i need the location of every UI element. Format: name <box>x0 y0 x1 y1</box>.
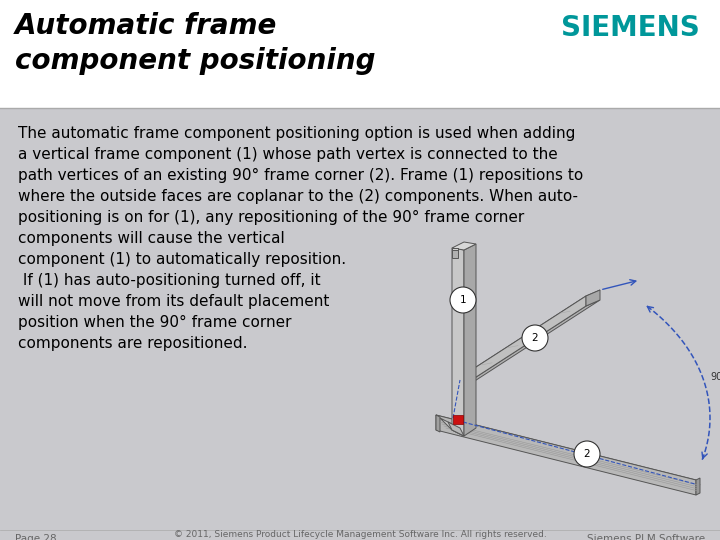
Circle shape <box>450 287 476 313</box>
Text: 2: 2 <box>584 449 590 459</box>
Polygon shape <box>456 300 600 390</box>
Polygon shape <box>456 290 600 380</box>
Polygon shape <box>452 248 464 436</box>
Text: The automatic frame component positioning option is used when adding
a vertical : The automatic frame component positionin… <box>18 126 583 351</box>
Text: Siemens PLM Software: Siemens PLM Software <box>587 534 705 540</box>
Circle shape <box>574 441 600 467</box>
Polygon shape <box>452 248 458 250</box>
Bar <box>0 0 720 108</box>
Polygon shape <box>440 418 464 436</box>
Polygon shape <box>452 248 458 258</box>
Polygon shape <box>436 415 700 485</box>
Bar <box>453 415 463 424</box>
Polygon shape <box>696 478 700 495</box>
Polygon shape <box>436 415 440 432</box>
Text: © 2011, Siemens Product Lifecycle Management Software Inc. All rights reserved.: © 2011, Siemens Product Lifecycle Manage… <box>174 530 546 539</box>
Polygon shape <box>456 374 470 390</box>
Polygon shape <box>448 422 464 436</box>
Polygon shape <box>452 242 476 250</box>
Text: 2: 2 <box>531 333 539 343</box>
Text: SIEMENS: SIEMENS <box>562 14 700 42</box>
Text: 90°: 90° <box>711 372 720 382</box>
Polygon shape <box>464 244 476 436</box>
Polygon shape <box>436 415 696 495</box>
Text: Page 28: Page 28 <box>15 534 57 540</box>
Text: 1: 1 <box>459 295 467 305</box>
Text: Automatic frame
component positioning: Automatic frame component positioning <box>15 12 376 75</box>
Polygon shape <box>586 290 600 306</box>
Polygon shape <box>456 296 586 390</box>
Circle shape <box>522 325 548 351</box>
